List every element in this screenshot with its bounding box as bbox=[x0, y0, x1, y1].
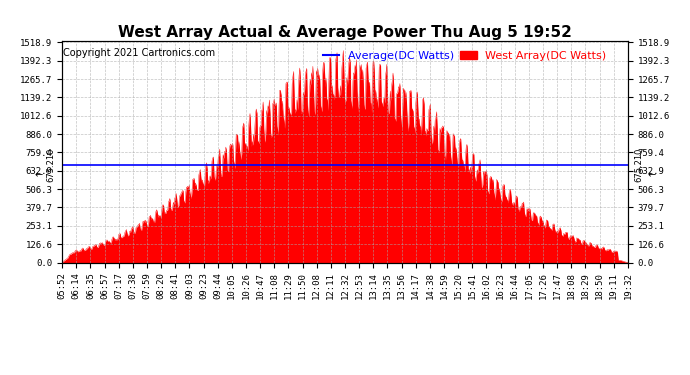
Text: 675.210: 675.210 bbox=[46, 147, 55, 182]
Title: West Array Actual & Average Power Thu Aug 5 19:52: West Array Actual & Average Power Thu Au… bbox=[118, 25, 572, 40]
Text: Copyright 2021 Cartronics.com: Copyright 2021 Cartronics.com bbox=[63, 48, 215, 58]
Text: 675.210: 675.210 bbox=[635, 147, 644, 182]
Legend: Average(DC Watts), West Array(DC Watts): Average(DC Watts), West Array(DC Watts) bbox=[318, 47, 611, 66]
Text: ←: ← bbox=[647, 171, 655, 181]
Text: ←: ← bbox=[34, 171, 43, 181]
